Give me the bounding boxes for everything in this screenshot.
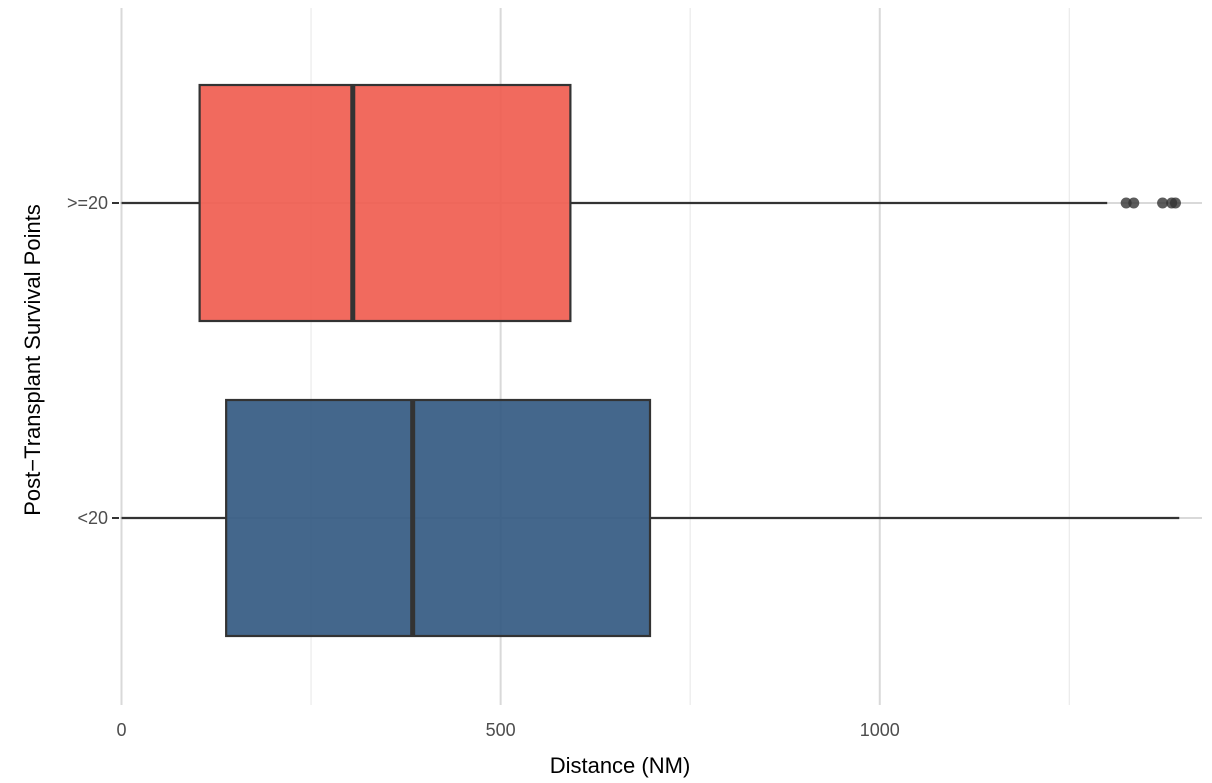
y-axis-title: Post−Transplant Survival Points [20, 204, 45, 516]
outlier-point [1128, 197, 1140, 209]
x-tick-label: 0 [117, 720, 127, 740]
x-tick-label: 1000 [860, 720, 900, 740]
y-tick-label: >=20 [67, 193, 108, 213]
outlier-point [1157, 197, 1169, 209]
x-tick-label: 500 [486, 720, 516, 740]
plot-series [121, 83, 1181, 638]
box-group [121, 398, 1180, 638]
outlier-point [1169, 197, 1181, 209]
y-tick-label: <20 [77, 508, 108, 528]
axes: 0 500 1000 >=20 <20 [67, 193, 900, 740]
box-iqr [198, 83, 572, 323]
outlier-point [1120, 197, 1132, 209]
box-iqr [225, 398, 652, 638]
x-axis-title: Distance (NM) [550, 753, 691, 778]
box-group [121, 83, 1181, 323]
